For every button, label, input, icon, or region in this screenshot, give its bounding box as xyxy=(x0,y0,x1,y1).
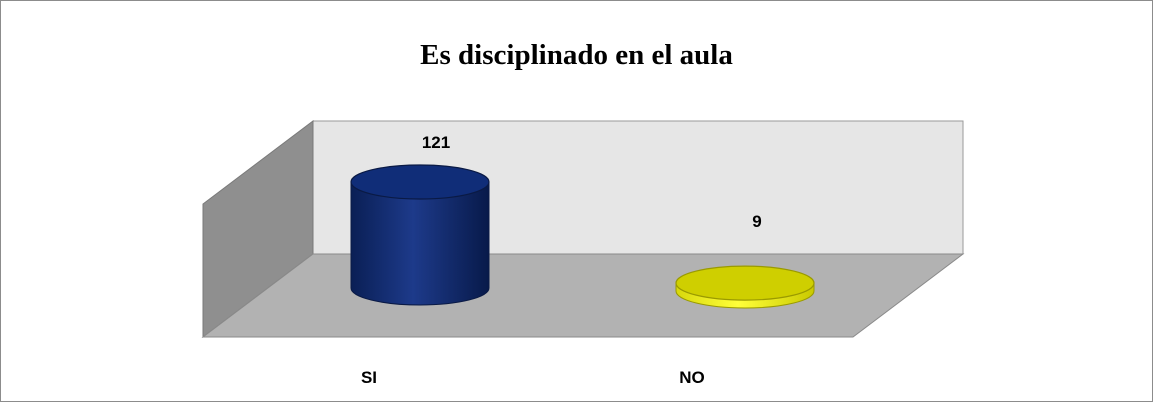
bar-body-si xyxy=(350,181,490,306)
data-label-no: 9 xyxy=(752,212,761,231)
bar-top-no xyxy=(675,265,815,301)
bar-si xyxy=(350,164,490,306)
data-label-si: 121 xyxy=(422,133,450,152)
category-label-no: NO xyxy=(679,368,705,387)
bar-no xyxy=(675,265,815,309)
floor xyxy=(201,253,965,338)
category-label-si: SI xyxy=(361,368,377,387)
bar-top-si xyxy=(350,164,490,200)
chart-title: Es disciplinado en el aula xyxy=(420,39,733,71)
bars-layer xyxy=(350,164,815,309)
labels-layer: 121 SI 9 NO xyxy=(361,133,762,387)
